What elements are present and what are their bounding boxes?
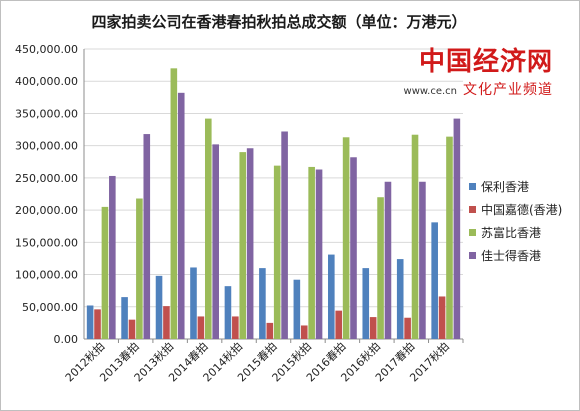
bar [293, 279, 301, 339]
y-tick-label: 450,000.00 [15, 43, 78, 56]
bar [101, 206, 109, 339]
watermark-sub: www.ce.cn 文化产业频道 [404, 79, 553, 99]
bar [266, 322, 274, 339]
legend-label: 苏富比香港 [481, 225, 541, 240]
chart-title: 四家拍卖公司在香港春拍秋拍总成交额（单位：万港元） [91, 13, 466, 31]
bar [163, 306, 170, 339]
bar [431, 222, 438, 339]
legend-label: 中国嘉德(香港) [481, 202, 562, 217]
bar [411, 134, 419, 339]
bar [239, 152, 247, 339]
bar [419, 181, 426, 339]
bar [86, 305, 94, 339]
bar [232, 316, 239, 339]
bar [377, 197, 384, 339]
watermark-brand: 中国经济网 [404, 47, 553, 77]
bar [384, 181, 392, 339]
legend-label: 保利香港 [481, 180, 529, 194]
watermark-url: www.ce.cn [403, 86, 457, 97]
bar [404, 317, 411, 339]
bar [369, 317, 377, 339]
bar [177, 92, 185, 339]
watermark-logo: 中国经济网 www.ce.cn 文化产业频道 [404, 47, 553, 99]
bar [121, 297, 128, 339]
bar [143, 134, 151, 339]
bar [128, 319, 136, 339]
bar [94, 309, 101, 339]
legend-swatch [469, 252, 476, 259]
y-tick-label: 250,000.00 [15, 172, 78, 185]
bar [224, 286, 232, 339]
y-tick-label: 50,000.00 [22, 301, 78, 314]
y-tick-label: 400,000.00 [15, 75, 78, 88]
bar [246, 148, 254, 339]
bar [396, 259, 404, 339]
bar [446, 136, 453, 339]
bar [300, 325, 308, 339]
bar [342, 137, 350, 339]
bar [315, 169, 323, 339]
bar [109, 175, 116, 339]
bar [136, 198, 143, 339]
bar [204, 118, 212, 339]
watermark-brand-en: 网 [526, 47, 553, 76]
watermark-channel: 文化产业频道 [463, 82, 553, 98]
bar [273, 165, 281, 339]
legend-swatch [469, 206, 476, 213]
bar [308, 166, 315, 339]
y-tick-label: 150,000.00 [15, 236, 78, 249]
y-tick-label: 200,000.00 [15, 204, 78, 217]
bar [155, 275, 163, 339]
bar [197, 316, 205, 339]
bar [259, 268, 266, 339]
y-tick-label: 350,000.00 [15, 107, 78, 120]
y-tick-label: 300,000.00 [15, 140, 78, 153]
watermark-brand-cn: 中国经济 [418, 47, 527, 77]
y-tick-label: 0.00 [54, 333, 79, 346]
legend-label: 佳士得香港 [481, 248, 541, 263]
bar [170, 68, 178, 339]
y-tick-label: 100,000.00 [15, 269, 78, 282]
bar [328, 254, 335, 339]
bar [190, 267, 197, 339]
bar [281, 131, 288, 339]
bar [350, 157, 357, 339]
bar [453, 118, 461, 339]
legend-swatch [469, 183, 476, 190]
legend-swatch [469, 229, 476, 236]
bar [212, 144, 219, 339]
bar [362, 268, 370, 339]
bar [438, 296, 446, 339]
bar [335, 310, 343, 339]
